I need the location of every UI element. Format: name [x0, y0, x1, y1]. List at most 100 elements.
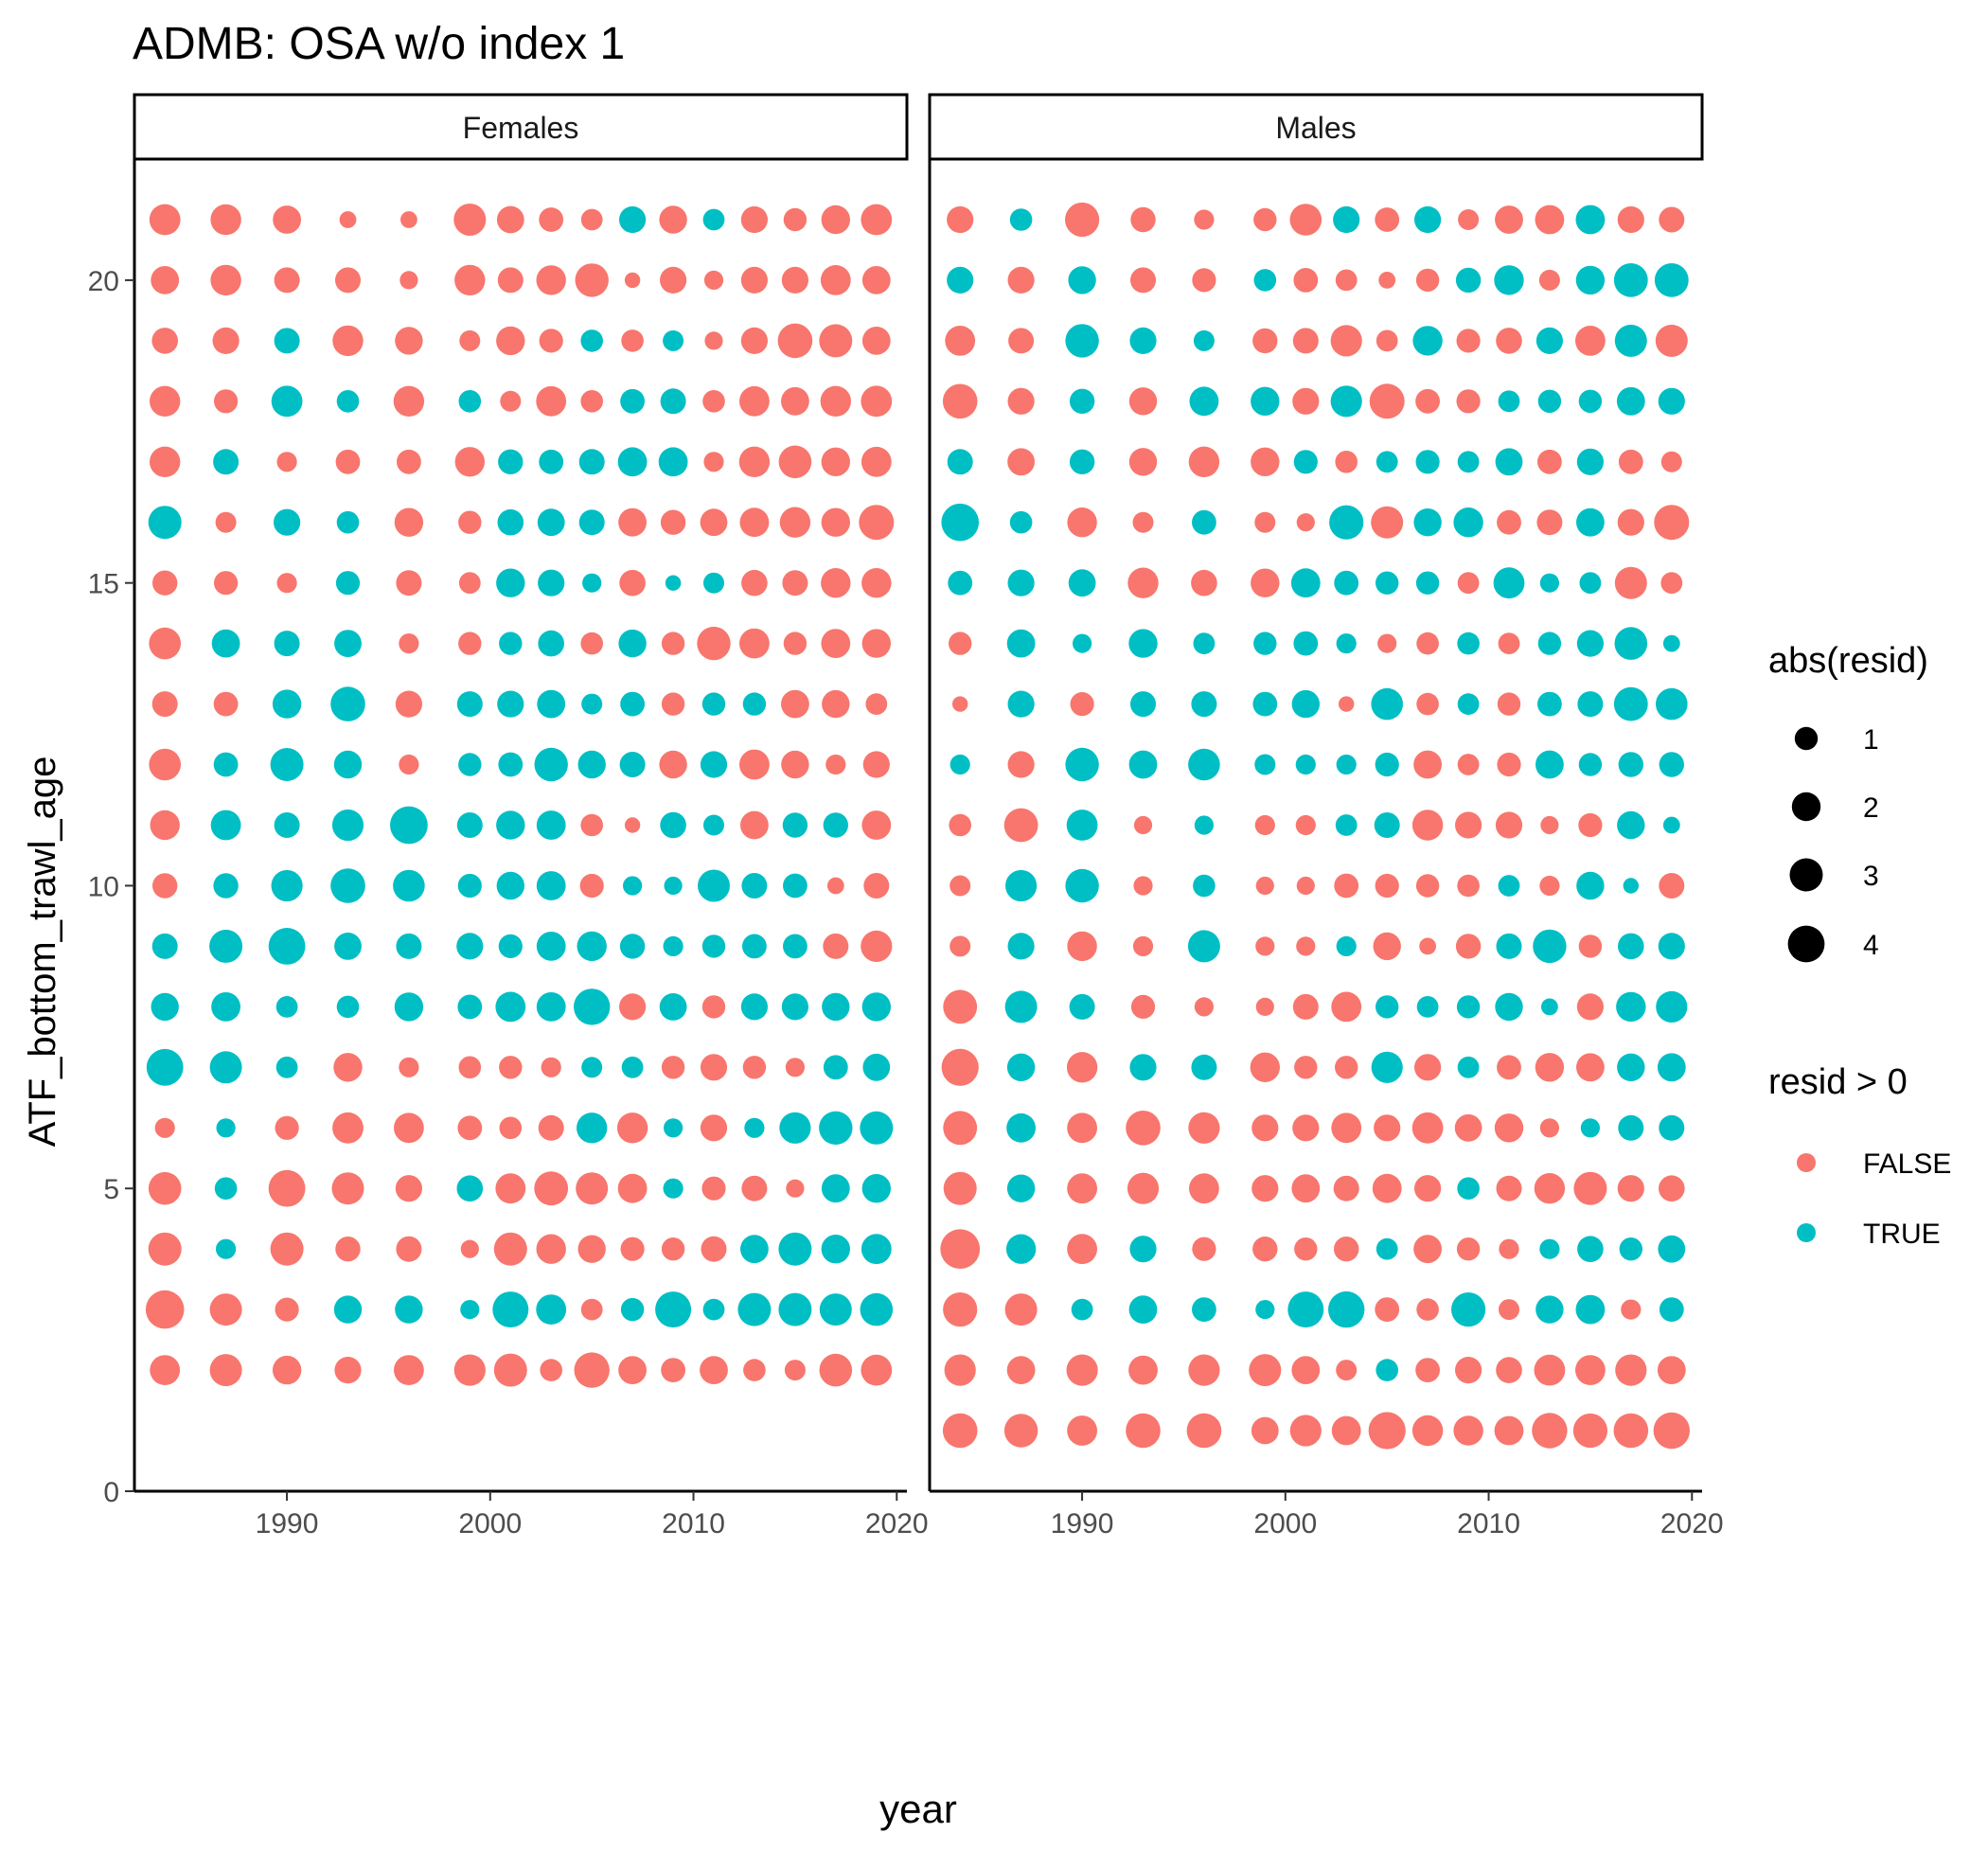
data-point [777, 323, 813, 359]
data-point [453, 204, 487, 236]
data-point [1067, 507, 1097, 538]
data-point [665, 575, 682, 591]
data-point [1194, 815, 1214, 835]
data-point [1069, 993, 1095, 1020]
data-point [536, 932, 566, 961]
data-point [274, 812, 300, 838]
data-point [940, 1229, 981, 1270]
data-point [1535, 1295, 1564, 1324]
data-point [394, 507, 424, 537]
data-point [1188, 446, 1220, 477]
data-point [660, 388, 686, 415]
data-point [212, 327, 240, 354]
data-point [1498, 390, 1520, 413]
data-point [581, 693, 603, 715]
data-point [330, 868, 365, 903]
data-point [1534, 1173, 1566, 1204]
data-point [781, 993, 809, 1021]
data-point [1655, 324, 1688, 357]
data-point [619, 205, 647, 234]
data-point [1573, 1171, 1607, 1205]
data-point [1192, 509, 1216, 535]
data-point [1128, 448, 1158, 476]
data-point [1617, 1053, 1645, 1082]
data-point [1580, 1118, 1600, 1138]
data-point [537, 689, 566, 719]
data-point [620, 691, 645, 717]
data-point [1376, 451, 1398, 473]
data-point [537, 508, 565, 537]
data-point [1613, 1413, 1649, 1449]
data-point [860, 1292, 894, 1326]
data-point [1254, 754, 1276, 775]
data-point [1372, 1173, 1402, 1203]
x-tick-label: 2010 [662, 1508, 725, 1540]
data-point [1499, 1238, 1519, 1259]
data-point [861, 1174, 891, 1203]
data-point [739, 385, 770, 417]
data-point [823, 1055, 848, 1080]
data-point [785, 1058, 806, 1077]
data-point [1575, 1294, 1606, 1325]
data-point [1457, 874, 1480, 898]
data-point [1374, 1114, 1401, 1142]
data-point [865, 693, 888, 715]
data-point [1541, 998, 1558, 1016]
data-point [1658, 1235, 1686, 1263]
data-point [1333, 1175, 1359, 1201]
data-point [1656, 687, 1688, 721]
data-point [1657, 1053, 1686, 1082]
data-point [821, 1235, 850, 1264]
data-point [1255, 1300, 1275, 1320]
data-point [663, 329, 684, 351]
data-point [1537, 632, 1562, 655]
data-point [1576, 871, 1605, 900]
data-point [1251, 1416, 1279, 1445]
data-point [1412, 326, 1443, 356]
data-point [496, 205, 524, 234]
data-point [1415, 388, 1440, 414]
data-point [210, 264, 241, 296]
data-point [698, 869, 730, 902]
data-point [618, 629, 647, 658]
data-point [1659, 1114, 1685, 1141]
data-point [1188, 748, 1220, 781]
data-point [701, 1176, 726, 1201]
panel-females: Females 1990 2000 2010 2020 0 5 10 15 20 [88, 93, 929, 1540]
data-point [213, 873, 239, 899]
data-point [861, 327, 891, 355]
data-point [826, 877, 844, 895]
data-point [1251, 386, 1280, 416]
data-point [274, 631, 300, 657]
data-point [821, 1174, 850, 1203]
x-tick-label: 1990 [1051, 1508, 1114, 1540]
data-point [663, 935, 683, 957]
data-point [1498, 875, 1520, 897]
data-point [1334, 570, 1359, 596]
data-point [536, 992, 566, 1022]
data-point [1193, 632, 1216, 654]
data-point [703, 452, 724, 472]
data-point [1575, 1355, 1606, 1385]
data-point [943, 1292, 978, 1327]
data-point [1659, 206, 1685, 233]
data-point [579, 873, 604, 899]
data-point [1130, 267, 1156, 294]
data-point [1499, 1299, 1519, 1321]
data-point [660, 509, 686, 535]
data-point [336, 995, 360, 1019]
data-point [275, 1056, 298, 1078]
data-point [210, 810, 241, 841]
data-point [821, 447, 850, 476]
data-point [660, 266, 687, 294]
data-point [580, 208, 603, 231]
size-legend-key [1791, 792, 1821, 822]
data-point [1004, 1293, 1038, 1326]
data-point [496, 326, 525, 356]
data-point [498, 449, 524, 474]
data-point [948, 570, 973, 596]
data-point [701, 995, 726, 1019]
data-point [661, 692, 685, 716]
data-point [1494, 1415, 1524, 1446]
data-point [701, 692, 726, 716]
